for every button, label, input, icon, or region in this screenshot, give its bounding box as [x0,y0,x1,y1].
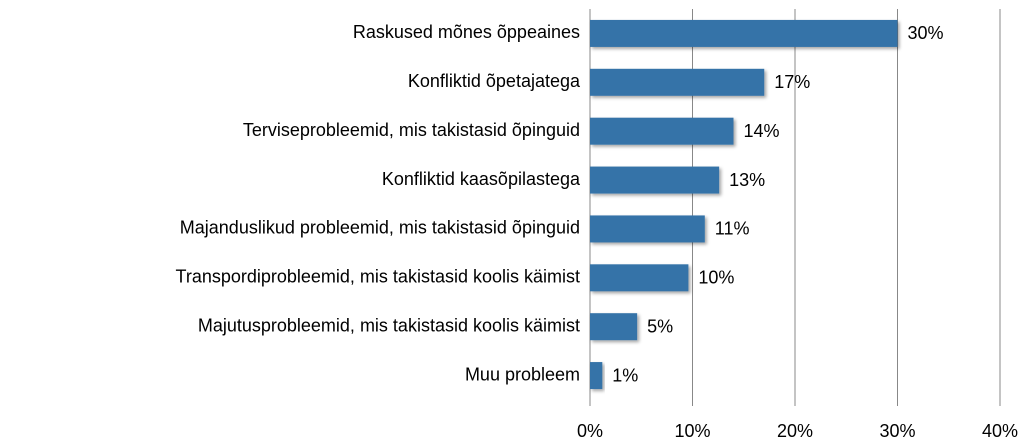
data-label: 10% [698,268,734,288]
y-tick-label: Majanduslikud probleemid, mis takistasid… [180,218,580,238]
data-label: 13% [729,170,765,190]
bar [590,313,638,341]
bar [590,215,705,243]
x-tick-label: 40% [982,421,1018,441]
data-label: 14% [744,121,780,141]
x-tick-label: 30% [879,421,915,441]
y-tick-label: Terviseprobleemid, mis takistasid õpingu… [243,120,580,140]
y-tick-label: Raskused mõnes õppeaines [353,22,580,42]
x-tick-label: 20% [777,421,813,441]
data-label: 1% [612,365,638,385]
bar [590,362,603,390]
y-tick-label: Konfliktid õpetajatega [408,71,581,91]
bar [590,166,720,194]
data-label: 5% [647,316,673,336]
y-tick-label: Muu probleem [465,364,580,384]
y-tick-label: Konfliktid kaasõpilastega [382,169,581,189]
bar [590,264,689,292]
data-label: 11% [715,219,750,239]
data-label: 30% [908,23,944,43]
x-tick-label: 10% [674,421,710,441]
x-tick-label: 0% [577,421,603,441]
y-tick-label: Majutusprobleemid, mis takistasid koolis… [198,315,580,335]
bar [590,117,734,145]
bar [590,19,898,47]
data-label: 17% [774,72,810,92]
y-tick-label: Transpordiprobleemid, mis takistasid koo… [176,267,580,287]
bar [590,68,765,96]
